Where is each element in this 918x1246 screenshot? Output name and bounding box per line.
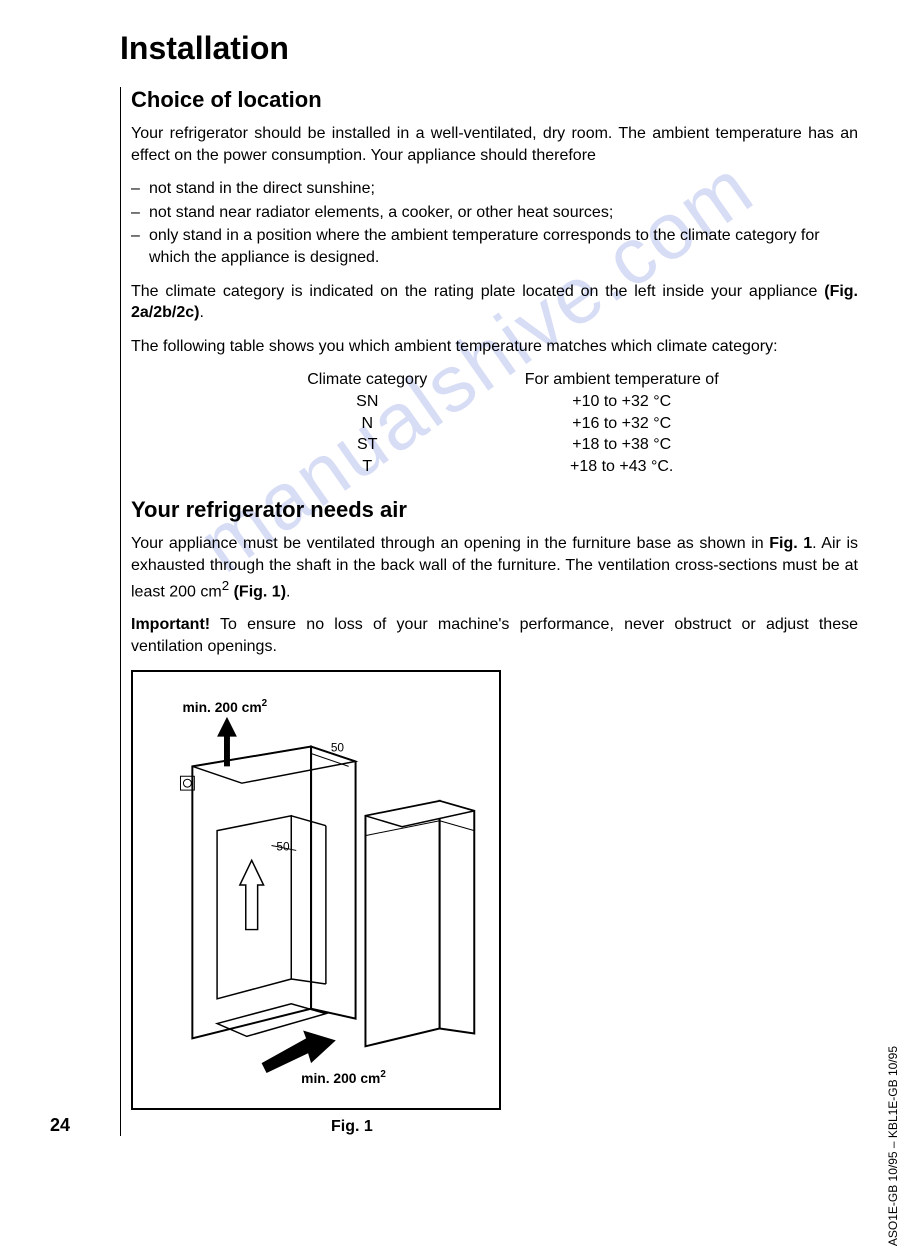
fig-ref: Fig. 1 — [769, 535, 812, 552]
para-text: To ensure no loss of your machine's perf… — [131, 616, 858, 655]
section1-heading: Choice of location — [131, 87, 858, 113]
table-row: T +18 to +43 °C. — [240, 456, 749, 478]
fig-label-top-sup: 2 — [262, 698, 268, 709]
table-cell: +18 to +38 °C — [494, 434, 748, 456]
para-text: . — [199, 304, 203, 321]
fig-ref: (Fig. 1) — [234, 583, 286, 600]
figure-1-box: min. 200 cm2 50 — [131, 670, 501, 1110]
table-cell: T — [240, 456, 494, 478]
table-cell: N — [240, 413, 494, 435]
section1-para1: Your refrigerator should be installed in… — [131, 123, 858, 166]
section1-para2: The climate category is indicated on the… — [131, 281, 858, 324]
bullet-list: not stand in the direct sunshine; not st… — [131, 178, 858, 268]
table-row: ST +18 to +38 °C — [240, 434, 749, 456]
bullet-item: not stand near radiator elements, a cook… — [131, 202, 858, 224]
page-container: Installation Choice of location Your ref… — [0, 0, 918, 1166]
bullet-item: only stand in a position where the ambie… — [131, 225, 858, 268]
table-cell: +10 to +32 °C — [494, 391, 748, 413]
table-cell: +18 to +43 °C. — [494, 456, 748, 478]
fig-label-top: min. 200 cm — [182, 699, 261, 715]
para-text: . — [286, 583, 290, 600]
para-text: Your appliance must be ventilated throug… — [131, 535, 769, 552]
table-cell: SN — [240, 391, 494, 413]
main-title: Installation — [120, 30, 868, 67]
table-row: N +16 to +32 °C — [240, 413, 749, 435]
table-header-col1: Climate category — [240, 369, 494, 391]
important-label: Important! — [131, 616, 210, 633]
fig-dim-50a: 50 — [331, 740, 345, 754]
fig-label-bottom-sup: 2 — [380, 1069, 386, 1080]
section2-para2: Important! To ensure no loss of your mac… — [131, 614, 858, 657]
table-header-row: Climate category For ambient temperature… — [240, 369, 749, 391]
page-number: 24 — [50, 1115, 70, 1136]
para-text: The climate category is indicated on the… — [131, 283, 824, 300]
figure-caption: Fig. 1 — [331, 1118, 858, 1136]
climate-table: Climate category For ambient temperature… — [240, 369, 749, 477]
section1-para3: The following table shows you which ambi… — [131, 336, 858, 358]
section2-para1: Your appliance must be ventilated throug… — [131, 533, 858, 602]
svg-text:min. 200 cm2: min. 200 cm2 — [182, 698, 267, 715]
table-row: SN +10 to +32 °C — [240, 391, 749, 413]
fig-label-bottom: min. 200 cm — [301, 1070, 380, 1086]
table-cell: +16 to +32 °C — [494, 413, 748, 435]
figure-1-svg: min. 200 cm2 50 — [133, 672, 499, 1108]
section2-heading: Your refrigerator needs air — [131, 497, 858, 523]
content-area: Choice of location Your refrigerator sho… — [120, 87, 858, 1136]
svg-text:min. 200 cm2: min. 200 cm2 — [301, 1069, 386, 1086]
bullet-item: not stand in the direct sunshine; — [131, 178, 858, 200]
table-header-col2: For ambient temperature of — [494, 369, 748, 391]
side-code: ASO1E-GB 10/95 – KBL1E-GB 10/95 — [886, 1046, 900, 1246]
table-cell: ST — [240, 434, 494, 456]
